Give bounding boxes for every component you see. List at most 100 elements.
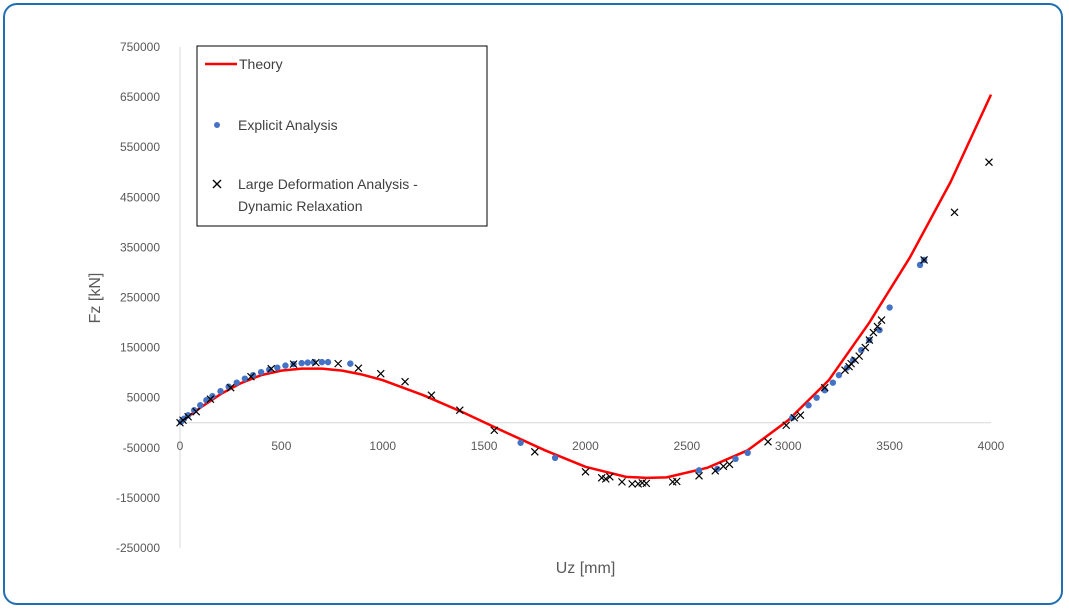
- explicit-analysis-point: [233, 379, 240, 386]
- legend-explicit-marker: [214, 122, 220, 128]
- large-deformation-point: [354, 364, 363, 373]
- large-deformation-point: [376, 369, 385, 378]
- y-tick-label: 650000: [120, 90, 160, 104]
- legend-explicit-label: Explicit Analysis: [238, 117, 338, 133]
- large-deformation-point: [530, 447, 539, 456]
- series-line-theory: [179, 94, 993, 480]
- x-tick-label: 0: [177, 439, 184, 453]
- x-tick-label: 4000: [978, 439, 1005, 453]
- x-tick-label: 1500: [471, 439, 498, 453]
- explicit-analysis-point: [744, 449, 751, 457]
- large-deformation-point: [642, 479, 651, 488]
- y-tick-label: 350000: [120, 240, 160, 254]
- explicit-analysis-point: [217, 387, 224, 395]
- plot-area: [176, 94, 993, 488]
- explicit-analysis-point: [551, 454, 559, 462]
- y-tick-label: 550000: [120, 140, 160, 154]
- large-deformation-point: [869, 328, 878, 337]
- explicit-analysis-point: [298, 359, 305, 367]
- large-deformation-point: [790, 413, 799, 422]
- explicit-analysis-point: [274, 364, 281, 371]
- explicit-analysis-point: [805, 402, 812, 409]
- large-deformation-point: [764, 437, 772, 446]
- large-deformation-point: [605, 472, 614, 481]
- x-axis-title: Uz [mm]: [556, 560, 616, 577]
- large-deformation-point: [877, 316, 886, 324]
- large-deformation-point: [950, 208, 959, 217]
- explicit-analysis-point: [282, 362, 289, 369]
- explicit-analysis-point: [241, 375, 249, 382]
- large-deformation-point: [855, 352, 864, 361]
- explicit-analysis-point: [347, 360, 354, 367]
- large-deformation-point: [782, 421, 791, 430]
- large-deformation-point: [455, 406, 464, 415]
- explicit-analysis-point: [209, 392, 216, 400]
- x-tick-label: 3500: [876, 439, 903, 453]
- x-tick-label: 3000: [775, 439, 802, 453]
- y-tick-labels: 750000 650000 550000 450000 350000 250000 1500…: [116, 40, 160, 555]
- explicit-analysis-point: [858, 346, 865, 354]
- large-deformation-point: [179, 416, 187, 425]
- legend-theory-label: Theory: [239, 56, 283, 72]
- large-deformation-point: [920, 256, 929, 264]
- explicit-analysis-point: [789, 414, 796, 421]
- explicit-analysis-point: [257, 368, 265, 376]
- large-deformation-point: [581, 467, 590, 476]
- explicit-analysis-point: [732, 455, 739, 463]
- large-deformation-point: [401, 377, 409, 386]
- axes: [179, 47, 991, 548]
- explicit-analysis-point: [324, 358, 332, 366]
- x-tick-label: 2000: [572, 439, 599, 453]
- explicit-analysis-point: [197, 402, 204, 409]
- explicit-analysis-point: [916, 261, 924, 269]
- x-tick-labels: 0 500 1000 1500 2000 2500 3000 3500 4000: [177, 439, 1005, 453]
- large-deformation-point: [796, 411, 805, 420]
- large-deformation-point: [865, 336, 874, 345]
- legend-large-deformation-marker: [212, 179, 222, 189]
- explicit-analysis-point: [318, 358, 326, 366]
- large-deformation-point: [601, 474, 610, 483]
- explicit-analysis-point: [813, 394, 820, 401]
- explicit-analysis-point: [876, 326, 883, 334]
- large-deformation-point: [861, 343, 870, 352]
- large-deformation-point: [334, 359, 343, 368]
- explicit-analysis-point: [304, 359, 311, 366]
- explicit-analysis-point: [695, 467, 703, 474]
- x-tick-label: 1000: [369, 439, 396, 453]
- explicit-analysis-point: [886, 304, 893, 311]
- y-tick-label: 750000: [120, 40, 160, 54]
- large-deformation-point: [985, 158, 993, 167]
- y-tick-label: 50000: [127, 391, 161, 405]
- large-deformation-point: [490, 426, 499, 435]
- explicit-analysis-point: [835, 371, 843, 379]
- large-deformation-point: [247, 372, 255, 381]
- large-deformation-point: [719, 462, 728, 471]
- x-tick-label: 500: [271, 439, 291, 453]
- legend-large-deformation-label: Large Deformation Analysis - Dynamic Rel…: [238, 176, 422, 214]
- large-deformation-point: [695, 471, 703, 480]
- y-axis-title: Fz [kN]: [87, 273, 104, 324]
- y-tick-label: -150000: [116, 491, 160, 505]
- explicit-analysis-point: [849, 356, 857, 364]
- legend: Theory Explicit Analysis Large Deformati…: [196, 45, 488, 227]
- y-tick-label: 150000: [120, 341, 160, 355]
- large-deformation-point: [184, 412, 193, 421]
- large-deformation-point: [618, 477, 626, 486]
- large-deformation-point: [725, 460, 734, 469]
- large-deformation-point: [628, 479, 637, 488]
- large-deformation-point: [873, 322, 882, 331]
- large-deformation-point: [820, 383, 829, 392]
- y-tick-label: 250000: [120, 291, 160, 305]
- x-tick-label: 2500: [674, 439, 701, 453]
- legend-box: [196, 45, 488, 227]
- large-deformation-point: [226, 383, 235, 392]
- large-deformation-point: [427, 391, 436, 400]
- large-deformation-point: [289, 360, 298, 369]
- large-deformation-point: [192, 407, 201, 416]
- y-tick-label: -50000: [123, 441, 161, 455]
- large-deformation-point: [267, 364, 276, 373]
- explicit-analysis-point: [517, 439, 524, 446]
- y-tick-label: -250000: [116, 541, 160, 555]
- large-deformation-point: [672, 477, 681, 486]
